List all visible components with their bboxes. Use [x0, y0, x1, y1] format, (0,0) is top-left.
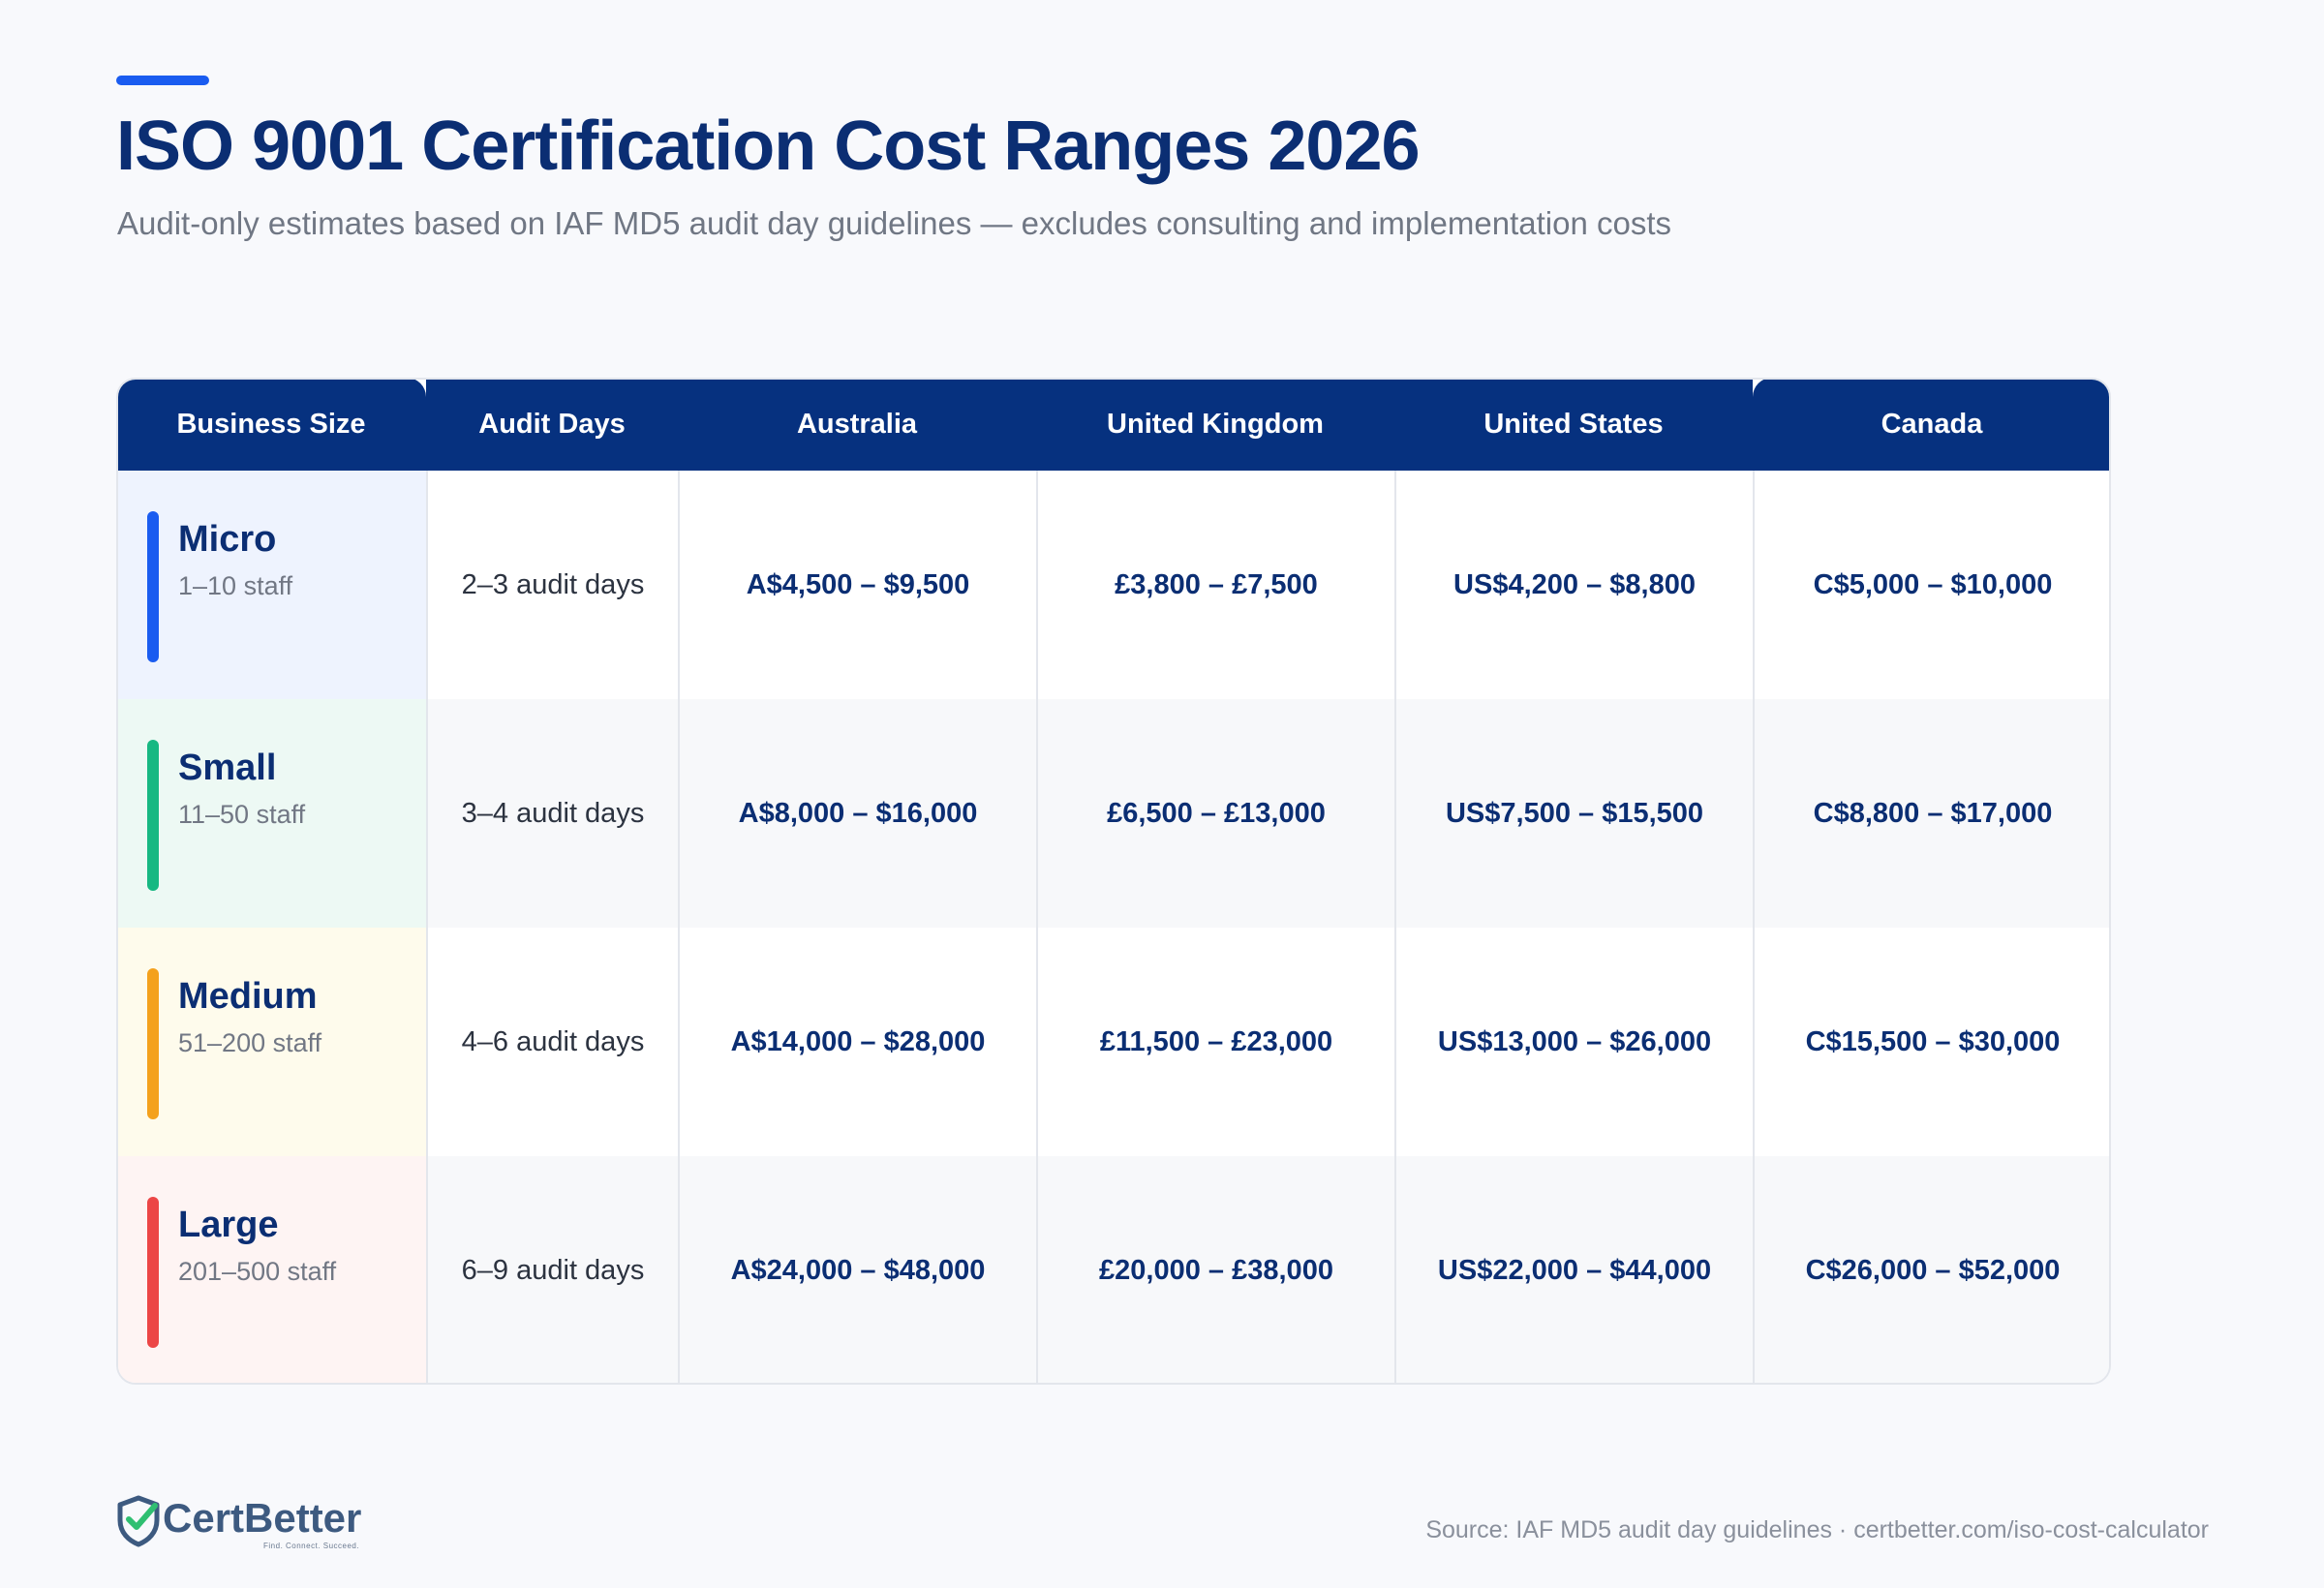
business-size-name: Micro: [178, 519, 277, 560]
united-kingdom-cost-cell: £3,800 – £7,500: [1036, 471, 1394, 699]
united-states-cost-cell: US$4,200 – $8,800: [1394, 471, 1753, 699]
size-color-indicator: [147, 1197, 159, 1348]
united-kingdom-cost-cell: £20,000 – £38,000: [1036, 1156, 1394, 1383]
size-color-indicator: [147, 968, 159, 1119]
page-subtitle: Audit-only estimates based on IAF MD5 au…: [117, 205, 1672, 241]
shield-check-icon: [116, 1495, 161, 1552]
business-size-staff: 11–50 staff: [178, 800, 306, 829]
column-header-united-states: United States: [1394, 380, 1753, 471]
canada-cost-cell: C$26,000 – $52,000: [1753, 1156, 2109, 1383]
column-header-business-size: Business Size: [118, 380, 426, 471]
canada-cost-cell: C$5,000 – $10,000: [1753, 471, 2109, 699]
business-size-staff: 51–200 staff: [178, 1028, 322, 1057]
column-header-australia: Australia: [678, 380, 1036, 471]
business-size-staff: 201–500 staff: [178, 1257, 337, 1286]
united-kingdom-cost-cell: £6,500 – £13,000: [1036, 699, 1394, 928]
canada-cost-cell: C$15,500 – $30,000: [1753, 928, 2109, 1156]
australia-cost-cell: A$4,500 – $9,500: [678, 471, 1036, 699]
business-size-cell: Large 201–500 staff: [118, 1156, 426, 1383]
size-color-indicator: [147, 740, 159, 891]
business-size-staff: 1–10 staff: [178, 571, 293, 600]
united-states-cost-cell: US$7,500 – $15,500: [1394, 699, 1753, 928]
canada-cost-cell: C$8,800 – $17,000: [1753, 699, 2109, 928]
source-note: Source: IAF MD5 audit day guidelines · c…: [1425, 1516, 2209, 1543]
united-states-cost-cell: US$22,000 – $44,000: [1394, 1156, 1753, 1383]
australia-cost-cell: A$8,000 – $16,000: [678, 699, 1036, 928]
certbetter-logo: CertBetter Find. Connect. Succeed.: [116, 1495, 361, 1552]
business-size-name: Small: [178, 748, 277, 788]
australia-cost-cell: A$14,000 – $28,000: [678, 928, 1036, 1156]
logo-wordmark: CertBetter: [163, 1495, 362, 1541]
size-color-indicator: [147, 511, 159, 662]
title-accent-bar: [116, 76, 209, 85]
logo-tagline: Find. Connect. Succeed.: [263, 1542, 360, 1550]
australia-cost-cell: A$24,000 – $48,000: [678, 1156, 1036, 1383]
business-size-cell: Medium 51–200 staff: [118, 928, 426, 1156]
column-header-united-kingdom: United Kingdom: [1036, 380, 1394, 471]
audit-days-cell: 6–9 audit days: [426, 1156, 678, 1383]
audit-days-cell: 2–3 audit days: [426, 471, 678, 699]
audit-days-cell: 4–6 audit days: [426, 928, 678, 1156]
business-size-name: Medium: [178, 976, 318, 1017]
column-header-canada: Canada: [1753, 380, 2109, 471]
column-header-audit-days: Audit Days: [426, 380, 678, 471]
united-kingdom-cost-cell: £11,500 – £23,000: [1036, 928, 1394, 1156]
business-size-cell: Small 11–50 staff: [118, 699, 426, 928]
cost-table-grid: Business Size Audit Days Australia Unite…: [118, 380, 2109, 1383]
cost-table: Business Size Audit Days Australia Unite…: [116, 378, 2111, 1385]
audit-days-cell: 3–4 audit days: [426, 699, 678, 928]
page-title: ISO 9001 Certification Cost Ranges 2026: [116, 107, 1421, 185]
business-size-name: Large: [178, 1205, 279, 1245]
united-states-cost-cell: US$13,000 – $26,000: [1394, 928, 1753, 1156]
business-size-cell: Micro 1–10 staff: [118, 471, 426, 699]
